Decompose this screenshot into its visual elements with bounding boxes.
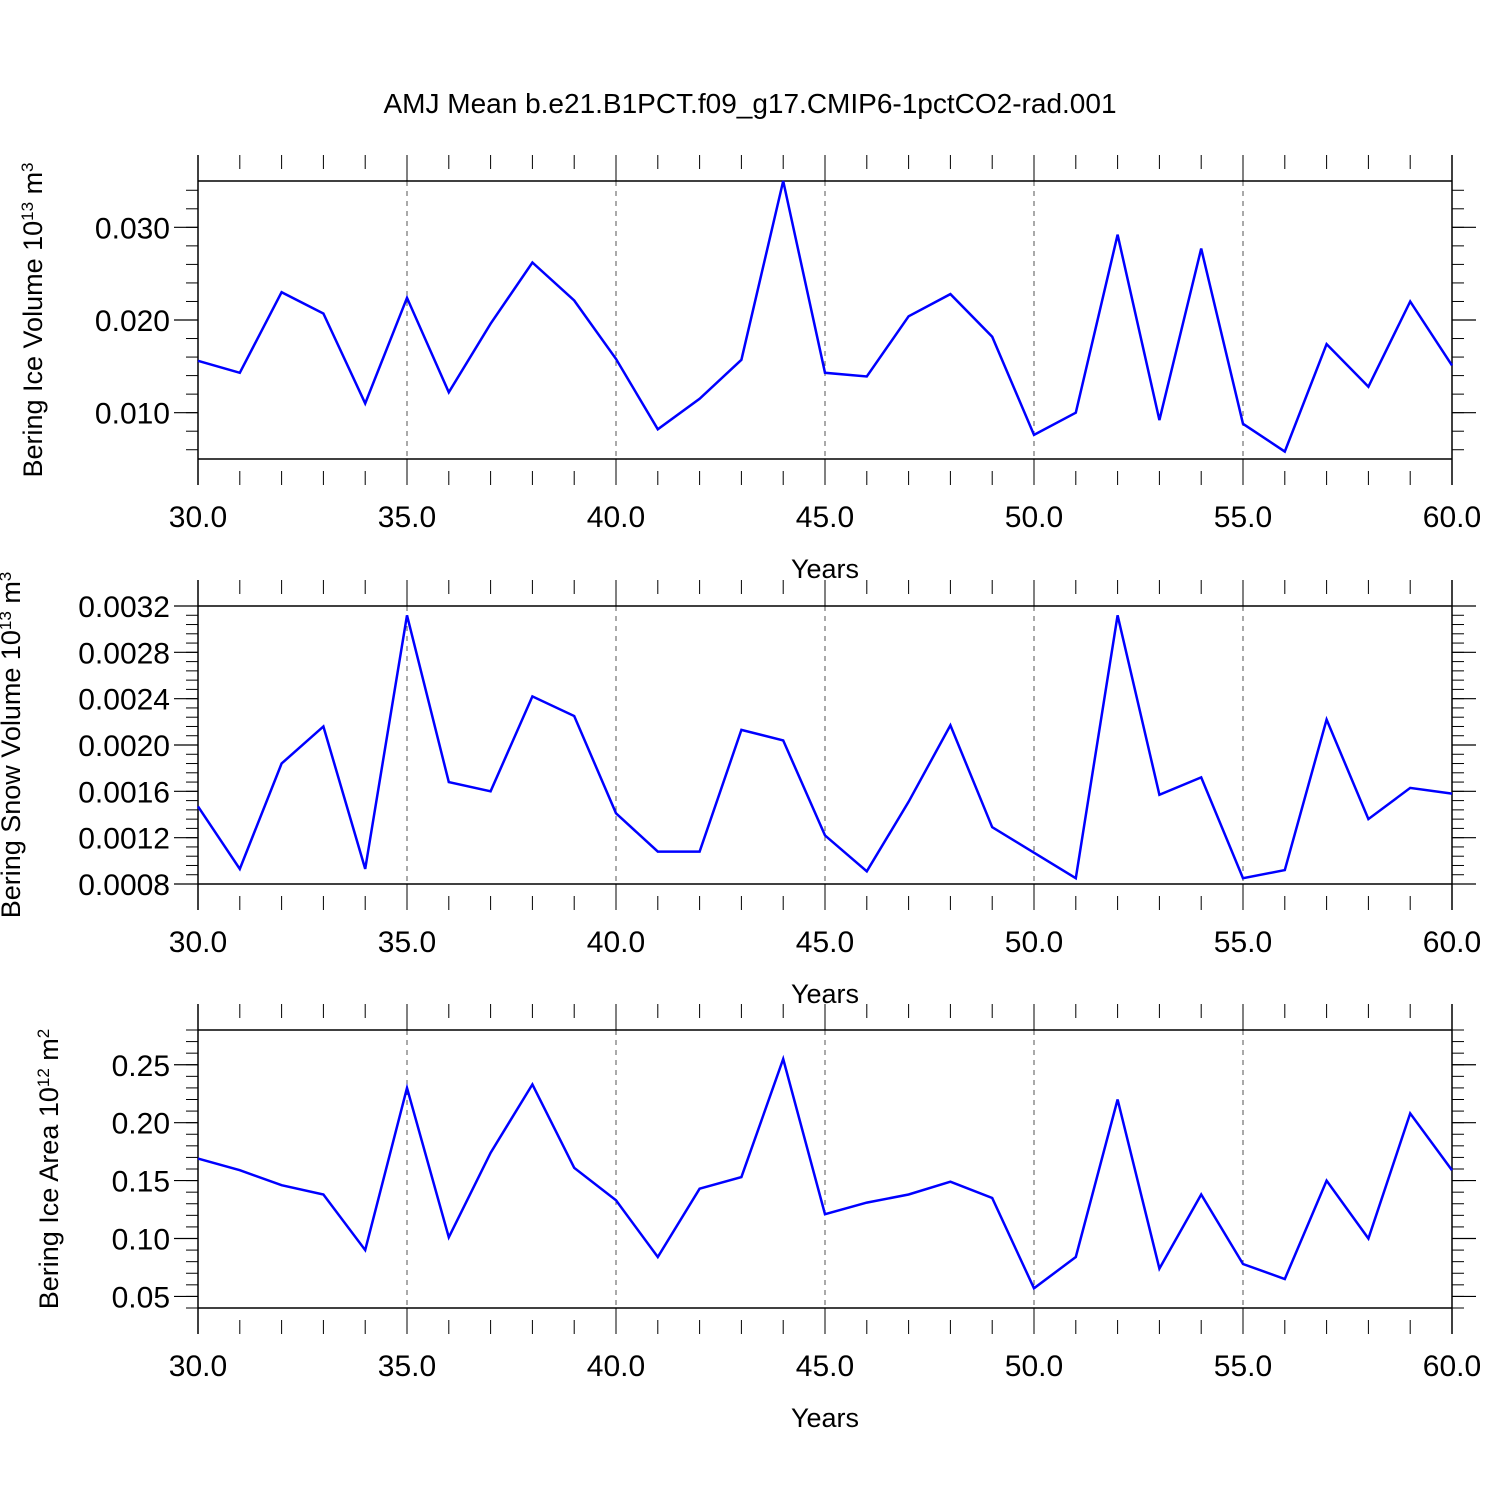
x-axis-label: Years	[791, 554, 859, 584]
x-tick-label: 50.0	[1005, 926, 1063, 959]
page-title: AMJ Mean b.e21.B1PCT.f09_g17.CMIP6-1pctC…	[383, 88, 1117, 119]
y-axis-label-superscript: 12	[34, 1068, 53, 1087]
y-axis-label-superscript: 3	[0, 572, 15, 581]
y-tick-label: 0.20	[112, 1108, 170, 1141]
y-tick-label: 0.0028	[78, 637, 170, 670]
x-tick-label: 40.0	[587, 501, 645, 534]
series-line	[196, 614, 1453, 881]
x-tick-label: 55.0	[1214, 501, 1272, 534]
x-tick-label: 30.0	[169, 926, 227, 959]
y-axis-label-superscript: 13	[18, 202, 37, 221]
x-tick-label: 50.0	[1005, 1350, 1063, 1383]
x-tick-label: 30.0	[169, 501, 227, 534]
y-axis-label-superscript: 2	[34, 1029, 53, 1038]
x-tick-label: 40.0	[587, 926, 645, 959]
x-tick-label: 60.0	[1423, 1350, 1481, 1383]
y-tick-label: 0.020	[95, 305, 170, 338]
x-tick-label: 35.0	[378, 926, 436, 959]
y-axis-label-part: Bering Snow Volume 10	[0, 630, 26, 918]
x-tick-label: 30.0	[169, 1350, 227, 1383]
y-tick-label: 0.0016	[78, 776, 170, 809]
y-tick-label: 0.0024	[78, 684, 170, 717]
y-axis-label-part: Bering Ice Area 10	[34, 1087, 64, 1309]
x-tick-label: 60.0	[1423, 501, 1481, 534]
y-tick-label: 0.05	[112, 1281, 170, 1314]
y-axis-label-part: Bering Ice Volume 10	[18, 221, 48, 478]
y-axis-label: Bering Ice Volume 1013 m3	[18, 162, 49, 477]
x-tick-label: 35.0	[378, 501, 436, 534]
y-axis-label-part: m	[34, 1038, 64, 1068]
x-tick-label: 55.0	[1214, 926, 1272, 959]
x-tick-label: 35.0	[378, 1350, 436, 1383]
x-tick-label: 40.0	[587, 1350, 645, 1383]
y-tick-label: 0.0008	[78, 869, 170, 902]
y-tick-label: 0.030	[95, 212, 170, 245]
y-tick-label: 0.0012	[78, 823, 170, 856]
y-axis-label-part: m	[18, 172, 48, 202]
y-tick-label: 0.15	[112, 1166, 170, 1199]
panel-ice-area: 0.05 0.10 0.15 0.20 0.25 30.0 35.0 40.0 45.0 50.0…	[34, 1004, 1481, 1433]
y-tick-label: 0.25	[112, 1050, 170, 1083]
series-line	[197, 180, 1454, 454]
x-tick-label: 60.0	[1423, 926, 1481, 959]
y-tick-label: 0.10	[112, 1224, 170, 1257]
panel-snow-volume: 0.0008 0.0012 0.0016 0.0020 0.0024 0.0028 0.00…	[0, 572, 1481, 1009]
x-tick-label: 55.0	[1214, 1350, 1272, 1383]
y-tick-label: 0.0020	[78, 730, 170, 763]
x-tick-label: 45.0	[796, 926, 854, 959]
y-axis-label-superscript: 3	[18, 162, 37, 171]
x-axis-label: Years	[791, 1403, 859, 1433]
series-line	[197, 1054, 1454, 1291]
y-axis-label-superscript: 13	[0, 611, 15, 630]
y-axis-label: Bering Snow Volume 1013 m3	[0, 572, 26, 919]
x-tick-label: 50.0	[1005, 501, 1063, 534]
y-axis-label-part: m	[0, 581, 26, 611]
x-tick-label: 45.0	[796, 501, 854, 534]
y-tick-label: 0.010	[95, 398, 170, 431]
x-tick-label: 45.0	[796, 1350, 854, 1383]
panel-ice-volume: 0.010 0.020 0.030 30.0 35.0 40.0 45.0 50.0 55.0 6…	[18, 155, 1481, 584]
y-axis-label: Bering Ice Area 1012 m2	[34, 1029, 65, 1310]
y-tick-label: 0.0032	[78, 591, 170, 624]
